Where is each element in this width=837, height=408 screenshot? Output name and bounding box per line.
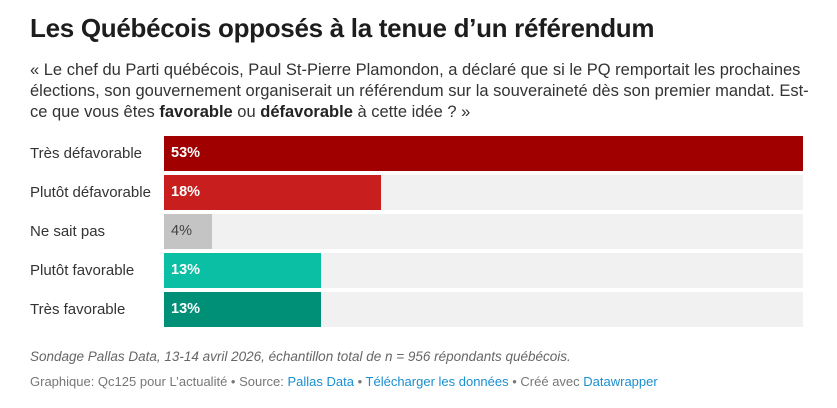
- chart-title: Les Québécois opposés à la tenue d’un ré…: [30, 13, 655, 43]
- bar-track: 4%: [164, 214, 803, 249]
- category-label: Très favorable: [30, 301, 126, 318]
- chart-note: Sondage Pallas Data, 13-14 avril 2026, é…: [30, 349, 571, 364]
- bar-row: Plutôt favorable 13%: [30, 253, 803, 288]
- bar-row: Très favorable 13%: [30, 292, 803, 327]
- category-label: Plutôt défavorable: [30, 184, 151, 201]
- bar-track: 18%: [164, 175, 803, 210]
- bar-track: 53%: [164, 136, 803, 171]
- value-label: 13%: [171, 262, 201, 278]
- bar: [164, 214, 213, 249]
- download-data-link[interactable]: Télécharger les données: [365, 374, 509, 389]
- credits-separator: •: [353, 374, 366, 389]
- desc-text: à cette idée ? »: [352, 103, 471, 121]
- category-label: Très défavorable: [30, 145, 143, 162]
- datawrapper-link[interactable]: Datawrapper: [583, 374, 658, 389]
- bar: [164, 253, 321, 288]
- category-label: Plutôt favorable: [30, 262, 135, 279]
- value-label: 4%: [171, 223, 192, 239]
- desc-bold-defavorable: défavorable: [260, 103, 353, 121]
- desc-text: « Le chef du Parti québécois, Paul St-Pi…: [30, 61, 809, 121]
- bar: [164, 136, 803, 171]
- chart-credits: Graphique: Qc125 pour L’actualité • Sour…: [30, 374, 658, 389]
- bar: [164, 292, 321, 327]
- bar-track: 13%: [164, 292, 803, 327]
- bar-row: Ne sait pas 4%: [30, 214, 803, 249]
- bar-row: Très défavorable 53%: [30, 136, 803, 171]
- chart-description: « Le chef du Parti québécois, Paul St-Pi…: [30, 60, 820, 123]
- bar-track: 13%: [164, 253, 803, 288]
- value-label: 18%: [171, 184, 201, 200]
- credits-text: Graphique: Qc125 pour L’actualité • Sour…: [30, 374, 288, 389]
- credits-text: • Créé avec: [508, 374, 584, 389]
- source-link[interactable]: Pallas Data: [287, 374, 354, 389]
- value-label: 13%: [171, 301, 201, 317]
- bar-row: Plutôt défavorable 18%: [30, 175, 803, 210]
- category-label: Ne sait pas: [30, 223, 106, 240]
- desc-text: ou: [232, 103, 261, 121]
- value-label: 53%: [171, 145, 201, 161]
- desc-bold-favorable: favorable: [159, 103, 233, 121]
- bar: [164, 175, 382, 210]
